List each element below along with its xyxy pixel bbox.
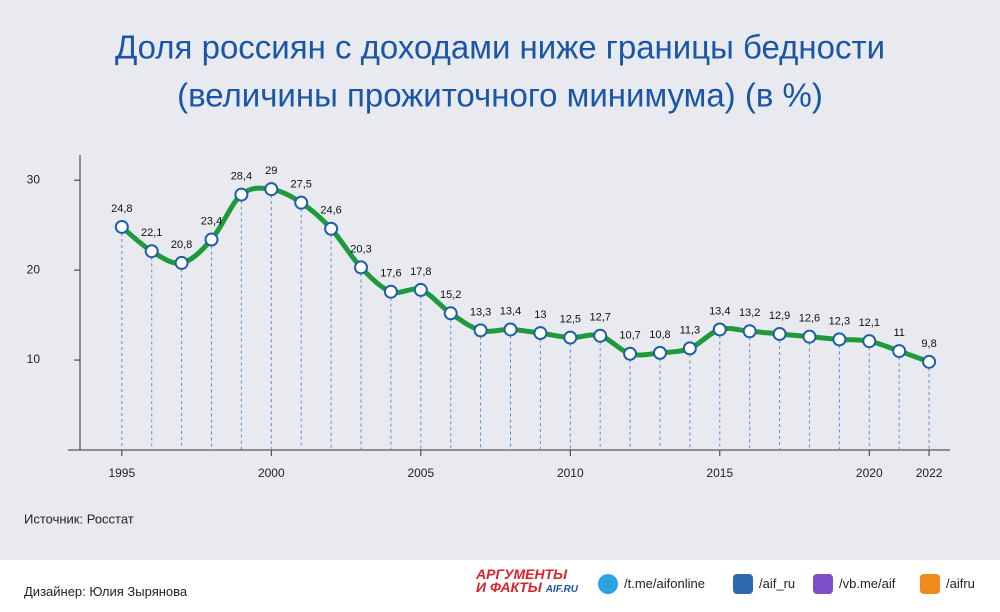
point — [593, 328, 608, 343]
point — [772, 326, 787, 341]
value-label: 17,8 — [410, 266, 431, 278]
point — [652, 345, 667, 360]
y-tick-label: 10 — [27, 352, 41, 366]
point — [682, 341, 697, 356]
line — [120, 185, 930, 365]
value-label: 11 — [893, 327, 904, 339]
value-label: 10,8 — [649, 329, 670, 341]
value-label: 13,4 — [709, 305, 730, 317]
value-label: 13,4 — [500, 305, 521, 317]
point — [473, 323, 488, 338]
value-label: 27,5 — [290, 179, 311, 191]
point — [623, 346, 638, 361]
logo-text: AIF.RU — [545, 584, 578, 595]
value-label: 11,3 — [680, 324, 701, 336]
point — [742, 324, 757, 339]
logo-text: АРГУМЕНТЫ — [476, 566, 568, 582]
telegram-icon — [598, 574, 618, 594]
value-label: 17,6 — [380, 268, 401, 280]
value-label: 12,7 — [589, 312, 610, 324]
link[interactable]: /aifru — [946, 576, 975, 591]
logo[interactable]: АРГУМЕНТЫ И ФАКТЫ AIF.RU — [476, 566, 578, 596]
value-label: 20,3 — [350, 243, 371, 255]
point — [892, 344, 907, 359]
x-tick-label: 2005 — [407, 466, 434, 480]
value-label: 12,9 — [769, 310, 790, 322]
value-label: 9,8 — [921, 338, 936, 350]
value-label: 24,6 — [320, 205, 341, 217]
point — [712, 322, 727, 337]
link[interactable]: /t.me/aifonline — [624, 576, 705, 591]
point — [144, 244, 159, 259]
value-label: 12,6 — [799, 313, 820, 325]
value-label: 12,5 — [560, 313, 581, 325]
source: Источник: Росстат — [24, 511, 134, 526]
point — [383, 284, 398, 299]
point — [443, 306, 458, 321]
value-label: 13 — [534, 309, 546, 321]
y-tick-label: 30 — [27, 172, 41, 186]
ok-icon — [920, 574, 940, 594]
point — [862, 334, 877, 349]
x-tick-label: 2020 — [856, 466, 883, 480]
point — [174, 255, 189, 270]
link[interactable]: /aif_ru — [759, 576, 796, 591]
point — [204, 232, 219, 247]
x-tick-label: 1995 — [108, 466, 135, 480]
chart-title: Доля россиян с доходами ниже границы бед… — [115, 29, 885, 66]
point — [114, 219, 129, 234]
value-label: 24,8 — [111, 203, 132, 215]
value-label: 22,1 — [141, 227, 162, 239]
point — [563, 330, 578, 345]
viber-icon — [813, 574, 833, 594]
point — [354, 260, 369, 275]
value-label: 23,4 — [201, 215, 222, 227]
point — [264, 182, 279, 197]
chart: Доля россиян с доходами ниже границы бед… — [24, 29, 950, 526]
x-tick-label: 2000 — [258, 466, 285, 480]
value-label: 10,7 — [619, 330, 640, 342]
y-tick-label: 20 — [27, 262, 41, 276]
link[interactable]: /vb.me/aif — [839, 576, 896, 591]
chart-title: (величины прожиточного минимума) (в %) — [177, 77, 823, 114]
value-label: 29 — [265, 165, 277, 177]
value-label: 20,8 — [171, 239, 192, 251]
point — [832, 332, 847, 347]
value-label: 13,2 — [739, 307, 760, 319]
point — [533, 326, 548, 341]
designer: Дизайнер: Юлия Зырянова — [24, 584, 188, 599]
x-tick-label: 2015 — [706, 466, 733, 480]
point — [922, 354, 937, 369]
logo-text: И ФАКТЫ — [476, 579, 542, 595]
point — [413, 282, 428, 297]
footer: Дизайнер: Юлия Зырянова АРГУМЕНТЫ И ФАКТ… — [0, 560, 1000, 612]
vk-icon — [733, 574, 753, 594]
point — [324, 221, 339, 236]
point — [802, 329, 817, 344]
x-tick-label: 2010 — [557, 466, 584, 480]
value-label: 15,2 — [440, 289, 461, 301]
point — [234, 187, 249, 202]
point — [294, 195, 309, 210]
value-label: 12,1 — [859, 317, 880, 329]
point — [503, 322, 518, 337]
value-label: 12,3 — [829, 315, 850, 327]
value-label: 28,4 — [231, 170, 252, 182]
value-label: 13,3 — [470, 306, 491, 318]
x-tick-label: 2022 — [916, 466, 943, 480]
